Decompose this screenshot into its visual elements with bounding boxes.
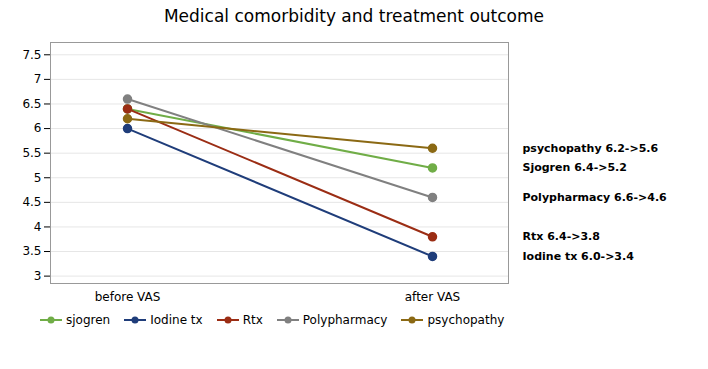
svg-text:6.5: 6.5 <box>22 97 41 111</box>
html-text:Medical comorbidity and treatm: Medical comorbidity and treatment outcom… <box>164 6 544 26</box>
svg-text:before VAS: before VAS <box>95 290 161 304</box>
svg-text:Rtx 6.4->3.8: Rtx 6.4->3.8 <box>523 230 600 243</box>
svg-text:4: 4 <box>34 220 42 234</box>
svg-text:5: 5 <box>34 171 42 185</box>
svg-text:3: 3 <box>34 269 42 283</box>
svg-text:7.5: 7.5 <box>22 48 41 62</box>
svg-text:Sjogren 6.4->5.2: Sjogren 6.4->5.2 <box>523 161 627 174</box>
svg-text:Iodine tx 6.0->3.4: Iodine tx 6.0->3.4 <box>523 250 635 263</box>
html-text:Rtx: Rtx <box>242 313 263 327</box>
svg-text:4.5: 4.5 <box>22 195 41 209</box>
svg-text:7: 7 <box>34 72 42 86</box>
html-text:psychopathy: psychopathy <box>427 313 505 327</box>
html-text:sjogren: sjogren <box>66 313 111 327</box>
svg-text:6: 6 <box>34 121 42 135</box>
svg-text:5.5: 5.5 <box>22 146 41 160</box>
html-text:Polypharmacy: Polypharmacy <box>302 313 388 327</box>
svg-text:3.5: 3.5 <box>22 244 41 258</box>
svg-text:psychopathy 6.2->5.6: psychopathy 6.2->5.6 <box>523 142 659 155</box>
html-text:Iodine tx: Iodine tx <box>150 313 203 327</box>
svg-text:Polypharmacy 6.6->4.6: Polypharmacy 6.6->4.6 <box>523 191 668 204</box>
svg-text:after VAS: after VAS <box>405 290 460 304</box>
